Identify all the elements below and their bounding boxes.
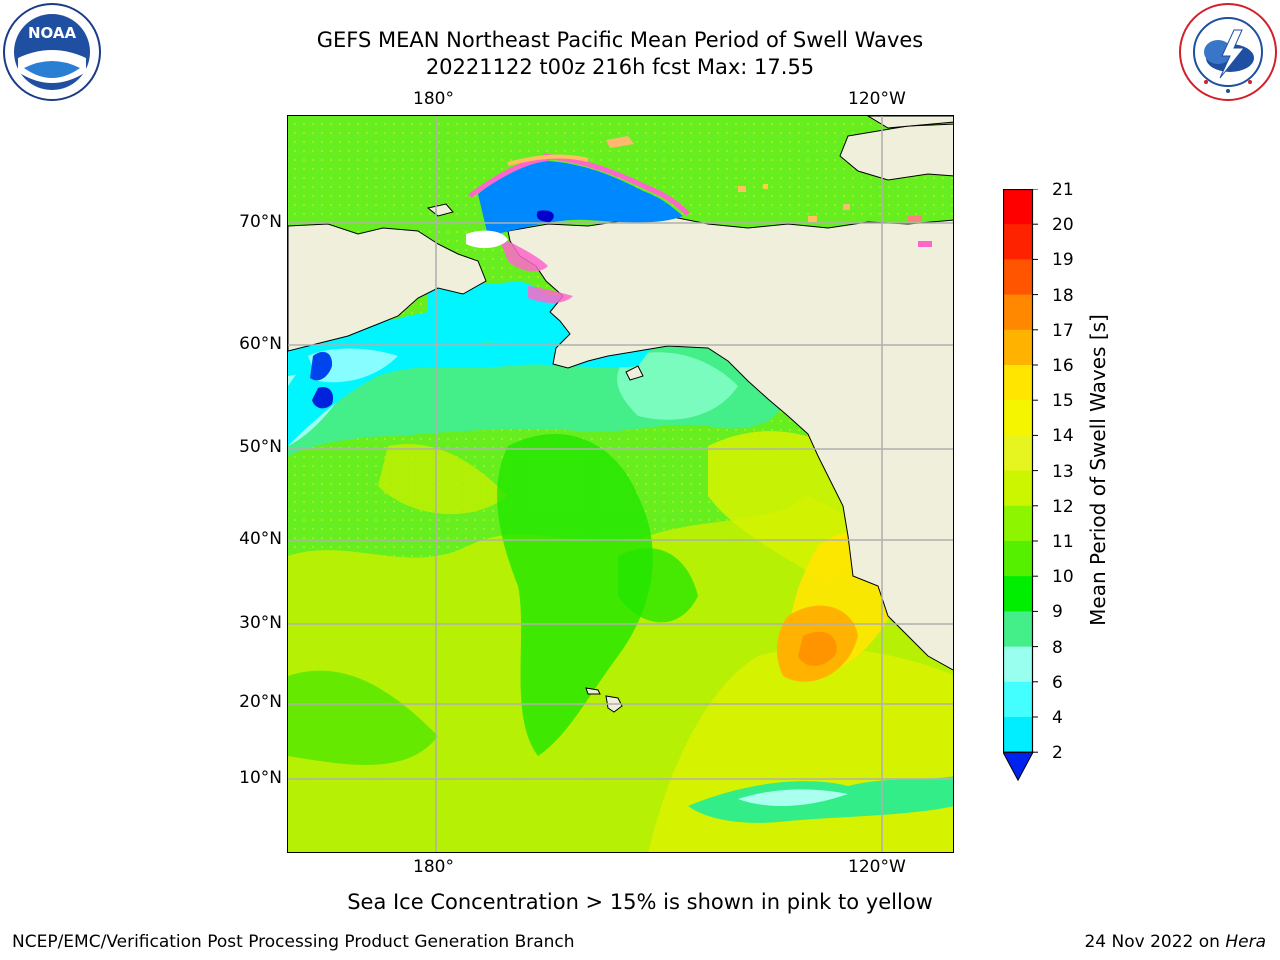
colorbar-segment: [1003, 329, 1033, 366]
colorbar-segment: [1003, 576, 1033, 612]
lat-label-70n: 70°N: [239, 212, 282, 232]
colorbar-segment: [1003, 470, 1033, 507]
colorbar-tick-label: 8: [1052, 637, 1063, 658]
colorbar-tick-label: 19: [1052, 250, 1074, 271]
lat-label-40n: 40°N: [239, 529, 282, 549]
lat-label-20n: 20°N: [239, 692, 282, 712]
colorbar: [1003, 189, 1038, 782]
colorbar-tick-label: 13: [1052, 461, 1074, 482]
colorbar-segment: [1003, 294, 1033, 331]
colorbar-tick-label: 2: [1052, 743, 1063, 764]
footer-date: 24 Nov 2022 on Hera: [1084, 932, 1266, 952]
sea-ice-note: Sea Ice Concentration > 15% is shown in …: [347, 890, 933, 914]
colorbar-tick-label: 14: [1052, 426, 1074, 447]
nws-logo: [1179, 3, 1277, 101]
colorbar-segment: [1003, 224, 1033, 260]
map-gridlines: [288, 116, 953, 852]
colorbar-label: Mean Period of Swell Waves [s]: [1086, 314, 1110, 626]
footer-producer: NCEP/EMC/Verification Post Processing Pr…: [12, 932, 575, 952]
colorbar-tick-label: 18: [1052, 285, 1074, 306]
colorbar-tick-label: 9: [1052, 602, 1063, 623]
colorbar-tick-label: 21: [1052, 180, 1074, 200]
colorbar-segment: [1003, 541, 1033, 577]
lat-label-10n: 10°N: [239, 768, 282, 788]
colorbar-segment: [1003, 717, 1033, 753]
colorbar-segment: [1003, 259, 1033, 296]
colorbar-tick-label: 6: [1052, 672, 1063, 693]
colorbar-extend-triangle: [1003, 751, 1034, 782]
colorbar-segment: [1003, 365, 1033, 401]
noaa-logo: NOAA: [3, 3, 101, 101]
footer-host: Hera: [1225, 932, 1266, 952]
noaa-logo-text: NOAA: [28, 24, 77, 42]
colorbar-segment: [1003, 435, 1033, 472]
lat-label-50n: 50°N: [239, 437, 282, 457]
colorbar-segment: [1003, 189, 1033, 225]
colorbar-segment: [1003, 646, 1033, 683]
chart-subtitle: 20221122 t00z 216h fcst Max: 17.55: [425, 55, 815, 79]
map-canvas: [288, 116, 953, 852]
colorbar-segment: [1003, 505, 1033, 542]
colorbar-segment: [1003, 681, 1033, 718]
footer-date-text: 24 Nov 2022 on: [1084, 932, 1226, 952]
colorbar-tick-label: 15: [1052, 391, 1074, 412]
colorbar-segment: [1003, 400, 1033, 436]
lon-label-top-120w: 120°W: [848, 89, 906, 109]
colorbar-tick-label: 10: [1052, 567, 1074, 588]
colorbar-tick-label: 4: [1052, 708, 1063, 728]
colorbar-tick-label: 17: [1052, 320, 1074, 341]
colorbar-tick-label: 12: [1052, 496, 1074, 517]
colorbar-tick-label: 20: [1052, 215, 1074, 236]
lon-label-bottom-180: 180°: [413, 857, 454, 877]
colorbar-tick-label: 16: [1052, 356, 1074, 376]
lon-label-bottom-120w: 120°W: [848, 857, 906, 877]
chart-title: GEFS MEAN Northeast Pacific Mean Period …: [316, 28, 924, 52]
lat-label-60n: 60°N: [239, 334, 282, 354]
lat-label-30n: 30°N: [239, 613, 282, 633]
lon-label-top-180: 180°: [413, 89, 454, 109]
colorbar-tick-label: 11: [1052, 532, 1074, 552]
swell-period-map: [287, 115, 954, 853]
colorbar-segment: [1003, 611, 1033, 648]
